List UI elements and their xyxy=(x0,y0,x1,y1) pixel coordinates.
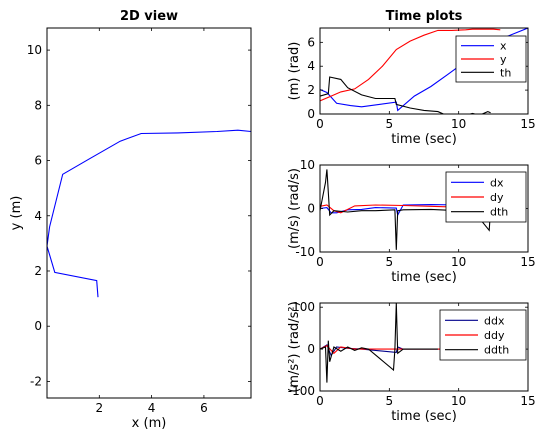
x-tick-label: 15 xyxy=(520,117,535,131)
x-tick-label: 5 xyxy=(386,394,394,408)
y-tick-label: 2 xyxy=(34,264,42,278)
y-tick-label: 0 xyxy=(34,319,42,333)
legend-label-x: x xyxy=(500,40,507,53)
y-tick-label: 10 xyxy=(300,158,315,172)
x-tick-label: 15 xyxy=(520,255,535,269)
axes-box xyxy=(319,302,529,392)
y-tick-label: 6 xyxy=(307,35,315,49)
series-line-th xyxy=(320,76,491,114)
y-tick-label: 0 xyxy=(307,342,315,356)
y-tick-label: -2 xyxy=(30,374,42,388)
x-axis-label: time (sec) xyxy=(391,409,457,424)
x-tick-label: 10 xyxy=(451,117,466,131)
legend: dx dy dth xyxy=(445,171,527,223)
legend-label-th: th xyxy=(500,66,511,79)
y-axis-label: (m/s) (rad/s) xyxy=(287,168,302,249)
x-tick-label: 0 xyxy=(316,117,324,131)
legend-label-ddth: ddth xyxy=(484,344,509,357)
panel-2d-view: 2 4 6 -2 0 2 4 6 8 10 2D view x (m) y (m) xyxy=(9,9,252,431)
x-axis-label: x (m) xyxy=(132,416,167,431)
y-tick-label: 0 xyxy=(307,107,315,121)
y-tick-label: 100 xyxy=(292,300,315,314)
y-tick-label: -100 xyxy=(288,384,315,398)
x-axis-label: time (sec) xyxy=(391,132,457,147)
chart-title: 2D view xyxy=(120,9,178,24)
y-tick-label: 0 xyxy=(307,202,315,216)
series-line-path0 xyxy=(47,129,251,298)
x-tick-label: 5 xyxy=(386,117,394,131)
y-tick-label: 8 xyxy=(34,98,42,112)
x-tick-label: 5 xyxy=(386,255,394,269)
axes-box xyxy=(46,27,252,399)
x-tick-label: 10 xyxy=(451,394,466,408)
legend-label-dth: dth xyxy=(490,206,508,219)
x-tick-label: 0 xyxy=(316,255,324,269)
x-tick-label: 15 xyxy=(520,394,535,408)
series-line-y xyxy=(320,28,501,102)
y-tick-label: 2 xyxy=(307,83,315,97)
y-tick-label: 4 xyxy=(307,59,315,73)
x-tick-label: 2 xyxy=(95,401,103,415)
x-tick-label: 10 xyxy=(451,255,466,269)
y-tick-label: -10 xyxy=(295,245,315,259)
y-tick-label: 4 xyxy=(34,209,42,223)
y-axis-label: (m/s²) (rad/s²) xyxy=(287,301,302,392)
legend-label-y: y xyxy=(500,53,507,66)
panel-position-time-plot: 0 5 10 15 0 2 4 6 Time plots time (sec) (m) (rad) x… xyxy=(287,9,536,147)
legend-label-dy: dy xyxy=(490,191,504,204)
y-axis-label: y (m) xyxy=(9,196,24,231)
x-tick-label: 6 xyxy=(200,401,208,415)
legend: ddx ddy ddth xyxy=(439,309,527,361)
legend-label-ddy: ddy xyxy=(484,329,505,342)
legend-label-dx: dx xyxy=(490,176,504,189)
x-axis-label: time (sec) xyxy=(391,270,457,285)
x-tick-label: 0 xyxy=(316,394,324,408)
legend-label-ddx: ddx xyxy=(484,314,505,327)
x-tick-label: 4 xyxy=(148,401,156,415)
chart-title: Time plots xyxy=(386,9,463,24)
axes-box xyxy=(319,27,529,115)
series-line-ddth xyxy=(320,303,438,383)
y-tick-label: 10 xyxy=(27,43,42,57)
y-tick-label: 6 xyxy=(34,154,42,168)
y-axis-label: (m) (rad) xyxy=(287,42,302,101)
